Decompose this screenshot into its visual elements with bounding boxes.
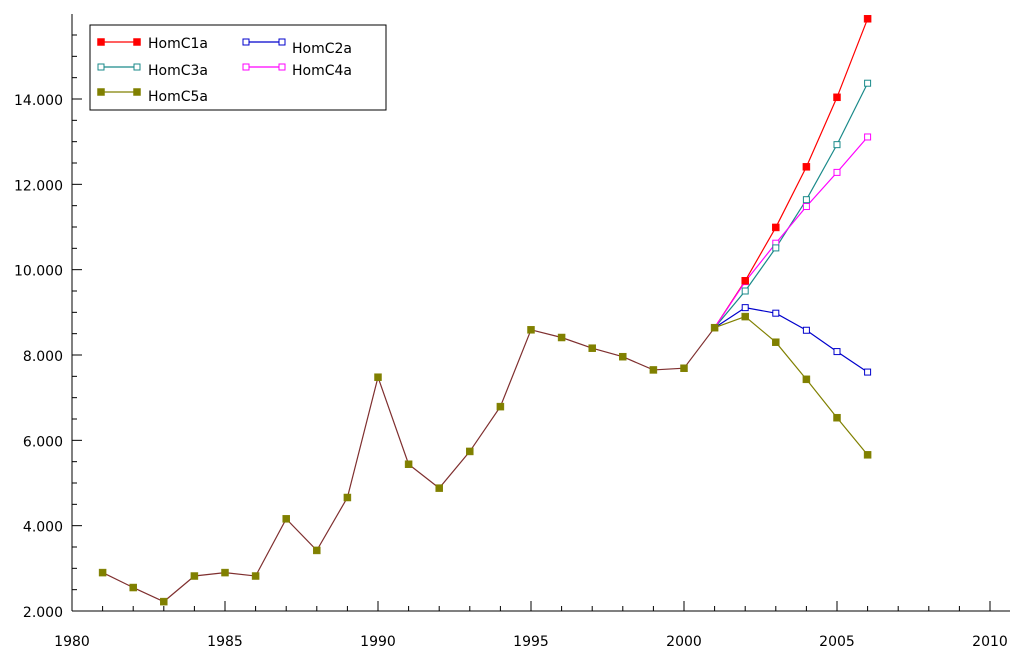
data-point-homc5a [619,352,627,361]
data-point-homc5a [588,344,596,352]
data-point-homc3a [741,287,749,295]
data-point-homc5a [435,484,443,492]
data-point-homc5a [404,460,413,468]
legend-marker-homc2a [242,38,250,46]
y-tick-label: 8.000 [23,349,63,365]
data-point-homc5a [282,515,290,523]
data-point-homc2a [802,326,810,334]
legend-label-homc1a: HomC1a [148,36,208,52]
data-point-homc5a [802,375,811,384]
data-point-homc3a [802,196,810,204]
data-point-homc5a [772,338,780,346]
y-tick-label: 12.000 [14,178,63,194]
series-line-homc5a [714,315,869,456]
series-line-homc3a [714,82,869,329]
x-tick-label: 1985 [207,634,243,650]
data-point-homc5a [833,413,841,422]
x-tick-label: 1990 [360,634,396,650]
legend-label-homc3a: HomC3a [148,63,208,79]
data-point-homc1a [833,93,841,102]
legend-marker-homc1a [97,38,105,46]
data-point-homc3a [833,141,841,149]
data-point-homc1a [772,223,780,232]
data-point-homc5a [160,597,168,606]
legend-label-homc5a: HomC5a [148,89,208,105]
x-tick-label: 2010 [972,634,1008,650]
data-point-homc5a [557,333,566,342]
x-tick-label: 2000 [666,634,702,650]
data-point-homc2a [833,348,841,356]
data-point-homc5a [649,366,658,374]
data-point-homc5a [527,326,535,334]
legend-label-homc4a: HomC4a [292,63,352,79]
data-point-homc4a [833,168,841,176]
data-point-homc5a [466,447,474,456]
data-point-homc5a [710,323,719,332]
y-tick-label: 14.000 [14,93,63,109]
data-point-homc5a [863,451,872,459]
y-tick-label: 10.000 [14,264,63,280]
series-line-homc2a [714,307,868,373]
series-line-homc1a [714,18,869,329]
data-point-homc1a [802,163,811,171]
data-point-homc5a [129,583,137,592]
legend-marker-homc5a [97,88,105,96]
data-point-homc2a [741,304,749,312]
legend-marker-homc3a [133,63,141,71]
x-tick-label: 2005 [819,634,855,650]
data-point-homc5a [98,568,107,577]
data-point-homc1a [741,277,749,285]
legend-label-homc2a: HomC2a [292,41,352,57]
legend-marker-homc1a [133,38,141,46]
data-point-homc4a [802,203,810,211]
data-point-homc3a [772,244,780,252]
x-tick-label: 1995 [513,634,549,650]
data-point-homc2a [864,368,872,376]
data-point-homc5a [374,373,382,381]
data-point-homc5a [221,568,229,577]
legend-marker-homc5a [133,88,141,96]
data-point-homc2a [772,309,780,317]
data-point-homc4a [864,133,872,141]
data-point-homc5a [251,572,260,580]
x-tick-label: 1980 [54,634,90,650]
data-point-homc5a [496,402,505,411]
data-point-homc1a [863,15,872,23]
legend-marker-homc3a [97,63,105,71]
data-point-homc5a [190,572,199,580]
y-tick-label: 6.000 [23,434,63,450]
legend-marker-homc4a [242,63,250,71]
legend-marker-homc4a [278,63,286,71]
data-point-homc5a [313,546,321,555]
y-tick-label: 4.000 [23,520,63,536]
legend-marker-homc2a [278,38,286,46]
data-point-homc5a [680,364,688,372]
data-point-homc3a [864,79,872,87]
data-point-homc5a [741,312,749,321]
y-tick-label: 2.000 [23,605,63,621]
series-line-homc4a [714,136,869,329]
data-point-homc5a [343,493,352,502]
